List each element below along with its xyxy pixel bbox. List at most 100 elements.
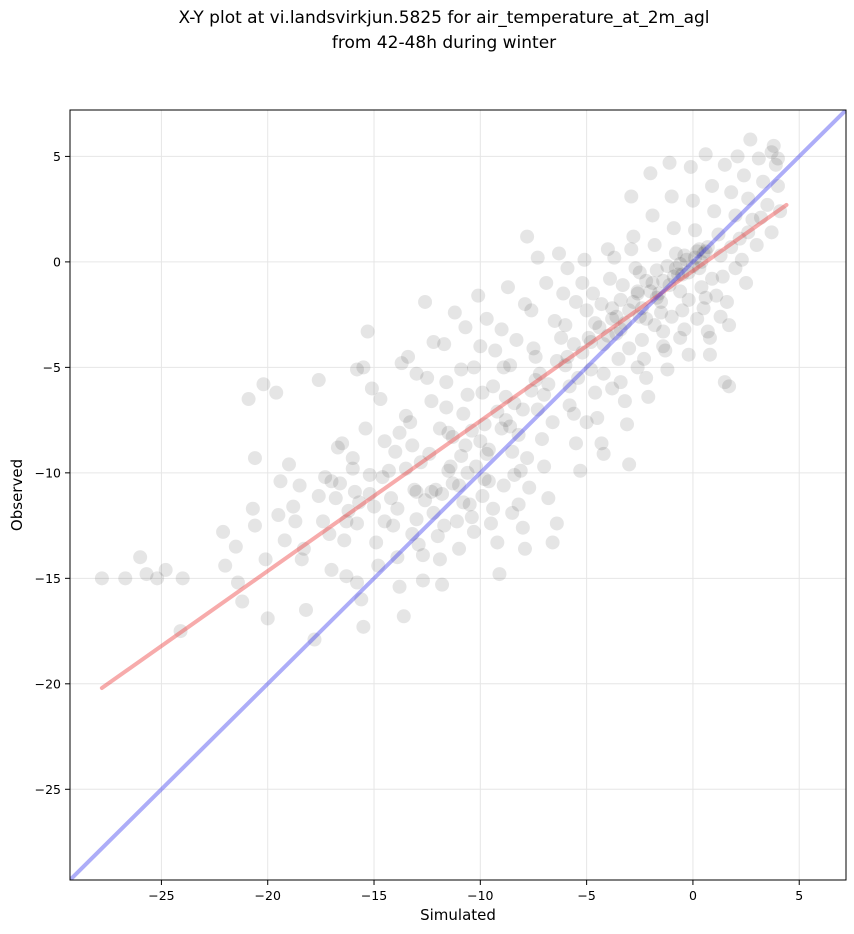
data-point — [175, 571, 190, 586]
data-point — [500, 280, 515, 295]
data-point — [347, 484, 362, 499]
data-point — [430, 529, 445, 544]
data-point — [739, 275, 754, 290]
data-point — [409, 366, 424, 381]
data-point — [609, 309, 624, 324]
data-point — [324, 562, 339, 577]
data-point — [698, 244, 713, 259]
data-point — [443, 459, 458, 474]
data-point — [230, 575, 245, 590]
data-point — [534, 432, 549, 447]
data-point — [345, 461, 360, 476]
chart-title-line-1: X-Y plot at vi.landsvirkjun.5825 for air… — [178, 8, 709, 28]
data-point — [654, 305, 669, 320]
data-point — [594, 436, 609, 451]
data-point — [315, 514, 330, 529]
data-point — [498, 389, 513, 404]
data-point — [647, 318, 662, 333]
data-point — [685, 259, 700, 274]
x-tick-label: −10 — [467, 888, 493, 903]
data-point — [364, 381, 379, 396]
data-point — [605, 301, 620, 316]
data-point — [488, 343, 503, 358]
data-point — [479, 446, 494, 461]
data-point — [530, 402, 545, 417]
data-point — [437, 337, 452, 352]
data-point — [407, 482, 422, 497]
data-point — [403, 415, 418, 430]
data-point — [662, 278, 677, 293]
data-point — [409, 484, 424, 499]
data-point — [724, 240, 739, 255]
data-point — [458, 320, 473, 335]
data-point — [741, 191, 756, 206]
data-point — [673, 330, 688, 345]
data-point — [517, 297, 532, 312]
data-point — [475, 385, 490, 400]
data-point — [586, 286, 601, 301]
data-point — [456, 406, 471, 421]
data-point — [490, 404, 505, 419]
data-point — [435, 577, 450, 592]
data-point — [679, 252, 694, 267]
data-point — [588, 316, 603, 331]
data-point — [475, 489, 490, 504]
data-point — [660, 259, 675, 274]
data-point — [386, 518, 401, 533]
data-point — [722, 318, 737, 333]
data-point — [736, 168, 751, 183]
data-point — [520, 451, 535, 466]
data-point — [594, 297, 609, 312]
data-point — [634, 332, 649, 347]
data-point — [524, 303, 539, 318]
data-point — [656, 339, 671, 354]
data-point — [645, 208, 660, 223]
data-point — [615, 278, 630, 293]
x-tick-label: −20 — [255, 888, 281, 903]
data-point — [354, 592, 369, 607]
data-point — [562, 398, 577, 413]
data-point — [713, 309, 728, 324]
data-point — [681, 347, 696, 362]
data-point — [668, 261, 683, 276]
data-point — [556, 286, 571, 301]
data-point — [634, 301, 649, 316]
data-point — [568, 294, 583, 309]
data-point — [696, 246, 711, 261]
data-point — [692, 242, 707, 257]
data-point — [562, 379, 577, 394]
data-point — [337, 533, 352, 548]
data-point — [515, 520, 530, 535]
data-point — [432, 421, 447, 436]
data-point — [690, 311, 705, 326]
data-point — [424, 394, 439, 409]
data-point — [666, 221, 681, 236]
data-point — [405, 438, 420, 453]
data-point — [656, 324, 671, 339]
data-point — [668, 246, 683, 261]
data-point — [717, 375, 732, 390]
data-point — [398, 461, 413, 476]
data-point — [271, 508, 286, 523]
data-point — [579, 415, 594, 430]
data-point — [311, 373, 326, 388]
data-point — [705, 178, 720, 193]
data-point — [645, 275, 660, 290]
data-point — [664, 189, 679, 204]
data-point — [216, 524, 231, 539]
data-point — [318, 470, 333, 485]
data-point — [620, 417, 635, 432]
data-point — [292, 478, 307, 493]
data-point — [575, 345, 590, 360]
data-point — [350, 575, 365, 590]
data-point — [339, 514, 354, 529]
data-point — [398, 408, 413, 423]
data-point — [392, 579, 407, 594]
data-point — [639, 311, 654, 326]
data-point — [766, 138, 781, 153]
data-point — [677, 322, 692, 337]
data-point — [405, 527, 420, 542]
data-point — [547, 313, 562, 328]
data-point — [666, 269, 681, 284]
